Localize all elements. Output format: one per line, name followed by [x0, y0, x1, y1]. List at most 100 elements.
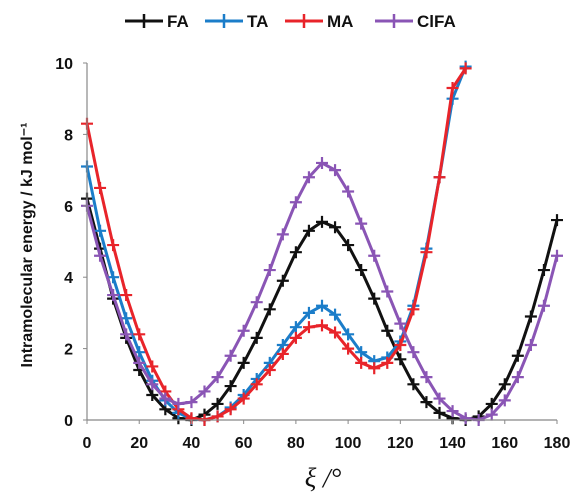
legend-label: ClFA: [417, 12, 456, 31]
data-point: [433, 406, 446, 419]
data-point: [485, 408, 498, 421]
data-point: [459, 62, 472, 75]
data-point: [355, 356, 368, 369]
legend-item-ta: TA: [205, 12, 268, 31]
legend-marker: [137, 14, 151, 28]
data-point: [146, 389, 159, 402]
plot-area: [81, 60, 563, 426]
data-point: [185, 396, 198, 409]
data-point: [94, 249, 107, 262]
data-point: [355, 217, 368, 230]
data-point: [511, 371, 524, 384]
data-point: [316, 156, 328, 169]
data-point: [407, 378, 420, 391]
data-point: [276, 274, 289, 287]
data-point: [159, 392, 172, 405]
series-line: [85, 67, 467, 422]
data-point: [433, 171, 446, 184]
series-line: [85, 66, 467, 422]
data-point: [289, 246, 302, 259]
data-point: [381, 324, 394, 337]
data-point: [498, 394, 511, 407]
data-point: [250, 296, 263, 309]
data-point: [498, 378, 511, 391]
y-tick-label: 0: [64, 413, 73, 430]
data-point: [511, 349, 524, 362]
data-point: [237, 392, 250, 405]
data-point: [329, 221, 342, 234]
data-point: [133, 328, 146, 341]
y-axis-title: Intramolecular energy / kJ mol⁻¹: [19, 123, 36, 368]
data-point: [381, 285, 394, 298]
data-point: [355, 346, 368, 359]
data-point: [459, 412, 472, 425]
axes: 0 20 40 60 80 100 120 140 160 180 0 2 4 6 8 10: [55, 56, 570, 452]
data-point: [276, 228, 289, 241]
data-point: [394, 353, 407, 366]
x-tick-label: 120: [387, 435, 414, 452]
data-point: [224, 403, 237, 416]
data-point: [289, 196, 302, 209]
data-point: [120, 289, 133, 302]
data-point: [329, 308, 342, 321]
series-clfa: [81, 156, 563, 426]
data-point: [342, 239, 355, 252]
data-point: [485, 397, 498, 410]
data-point: [342, 185, 355, 198]
data-point: [198, 385, 211, 398]
data-point: [524, 310, 537, 323]
data-point: [107, 239, 120, 252]
y-tick-label: 8: [64, 127, 73, 144]
x-tick-label: 20: [130, 435, 148, 452]
data-point: [329, 326, 342, 339]
data-point: [250, 331, 263, 344]
data-point: [524, 339, 537, 352]
data-point: [237, 356, 250, 369]
data-point: [368, 362, 381, 375]
data-point: [94, 181, 107, 194]
data-point: [94, 224, 107, 237]
data-point: [263, 303, 276, 316]
data-point: [107, 289, 120, 302]
legend-item-fa: FA: [125, 12, 189, 31]
data-point: [420, 246, 433, 259]
data-point: [407, 303, 420, 316]
data-point: [551, 214, 563, 227]
y-tick-label: 10: [55, 56, 73, 73]
data-point: [289, 331, 302, 344]
data-point: [302, 306, 315, 319]
legend-label: FA: [167, 12, 189, 31]
y-tick-label: 4: [64, 270, 73, 287]
legend-label: MA: [327, 12, 353, 31]
data-point: [263, 264, 276, 277]
x-tick-label: 140: [439, 435, 466, 452]
data-point: [302, 171, 315, 184]
data-point: [146, 360, 159, 373]
data-point: [263, 364, 276, 377]
data-point: [446, 405, 459, 418]
legend-item-ma: MA: [285, 12, 353, 31]
legend-item-clfa: ClFA: [375, 12, 456, 31]
data-point: [120, 328, 133, 341]
data-point: [537, 264, 550, 277]
data-point: [407, 346, 420, 359]
data-point: [551, 249, 563, 262]
data-point: [342, 342, 355, 355]
x-tick-label: 40: [183, 435, 201, 452]
data-point: [107, 271, 120, 284]
data-point: [302, 321, 315, 334]
x-tick-label: 160: [491, 435, 518, 452]
data-point: [224, 380, 237, 393]
data-point: [420, 371, 433, 384]
data-point: [537, 299, 550, 312]
data-point: [446, 81, 459, 94]
data-point: [355, 264, 368, 277]
data-point: [329, 164, 342, 177]
data-point: [250, 378, 263, 391]
x-tick-label: 100: [335, 435, 362, 452]
x-tick-label: 80: [287, 435, 305, 452]
data-point: [316, 319, 328, 332]
legend-label: TA: [247, 12, 268, 31]
data-point: [302, 224, 315, 237]
